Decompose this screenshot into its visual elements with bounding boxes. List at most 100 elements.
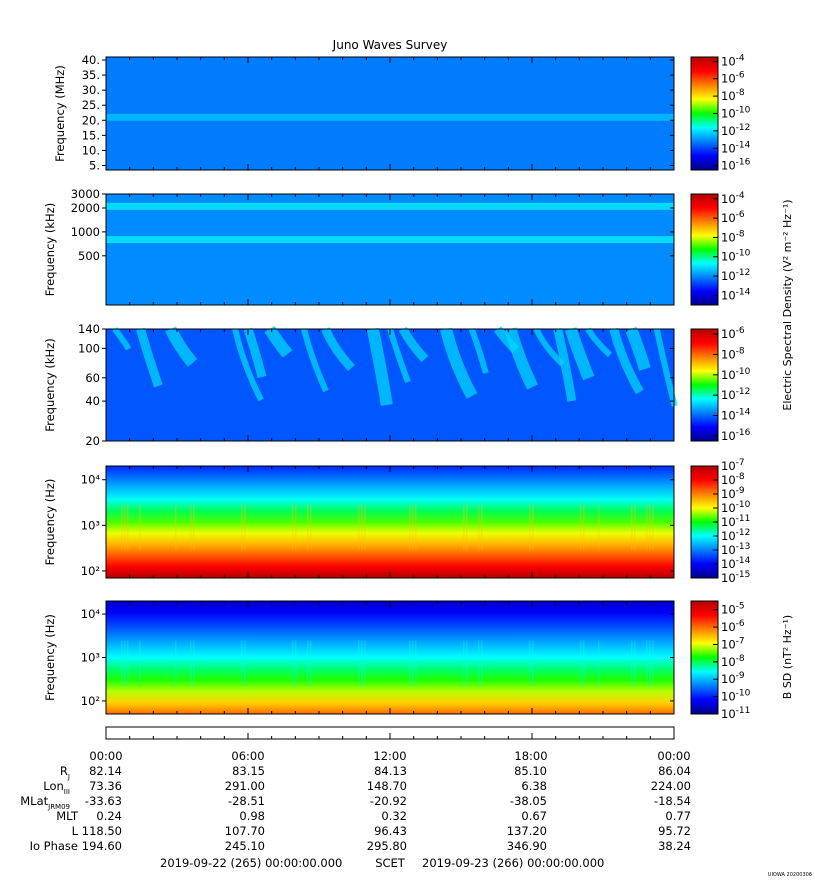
ephemeris-row-label: RJ bbox=[60, 764, 70, 781]
heatmap-streak bbox=[652, 640, 654, 686]
ephemeris-value: -38.05 bbox=[510, 794, 547, 808]
colorbar-tick-label: 10-10 bbox=[721, 106, 751, 121]
emission-streak bbox=[243, 327, 267, 379]
heatmap-streak bbox=[598, 640, 600, 686]
heatmap-streak bbox=[532, 505, 534, 550]
colorbar-tick-label: 10-15 bbox=[721, 570, 750, 585]
heatmap-streak bbox=[244, 505, 246, 550]
y-tick-label: 10⁴ bbox=[81, 607, 101, 621]
y-tick-label: 1000 bbox=[71, 225, 100, 239]
y-tick-label: 10² bbox=[81, 694, 100, 708]
colorbar-tick-label: 10-6 bbox=[721, 71, 745, 86]
y-axis-label: Frequency (kHz) bbox=[43, 338, 57, 431]
end-time-label: 2019-09-23 (266) 00:00:00.000 bbox=[422, 856, 604, 870]
ephemeris-value: 346.90 bbox=[507, 839, 547, 853]
heatmap-streak bbox=[649, 505, 651, 550]
emission-streak bbox=[366, 327, 393, 406]
ephemeris-value: 194.60 bbox=[82, 839, 122, 853]
colorbar-tick-label: 10-14 bbox=[721, 287, 751, 302]
heatmap-streak bbox=[529, 505, 531, 550]
heatmap-streak bbox=[649, 640, 651, 686]
heatmap-streak bbox=[583, 640, 585, 686]
y-tick-label: 15. bbox=[82, 128, 100, 142]
ephemeris-value: 86.04 bbox=[658, 764, 691, 778]
ephemeris-row-label: L bbox=[72, 824, 79, 838]
ephemeris-value: -28.51 bbox=[228, 794, 265, 808]
spectrogram-panels: 40.35.30.25.20.15.10.5. Frequency (MHz) 10… bbox=[43, 53, 751, 721]
emission-streak bbox=[387, 328, 411, 384]
heatmap-streak bbox=[241, 640, 243, 686]
ephemeris-value: -33.63 bbox=[85, 794, 122, 808]
colorbar-tick-label: 10-7 bbox=[721, 636, 745, 651]
heatmap-fill bbox=[106, 329, 674, 441]
emission-band bbox=[106, 202, 674, 210]
ephemeris-value: -20.92 bbox=[370, 794, 407, 808]
colorbar-tick-label: 10-6 bbox=[721, 210, 745, 225]
emission-streak bbox=[609, 327, 644, 395]
colorbar bbox=[690, 193, 719, 306]
y-tick-label: 500 bbox=[78, 249, 100, 263]
heatmap-streak bbox=[175, 640, 177, 686]
emission-streak bbox=[468, 327, 489, 374]
colorbar-tick-label: 10-9 bbox=[721, 486, 745, 501]
heatmap-streak bbox=[409, 640, 411, 686]
y-axis-label: Frequency (MHz) bbox=[53, 65, 67, 162]
y-tick-label: 35. bbox=[82, 68, 100, 82]
heatmap-streak bbox=[634, 505, 636, 550]
emission-streak bbox=[112, 327, 132, 351]
heatmap-fill bbox=[106, 57, 674, 170]
emission-streak bbox=[136, 327, 163, 388]
heatmap-streak bbox=[358, 505, 360, 550]
spectrogram-panel-5: 10⁴ 10³ 10² Frequency (Hz) 10-5 10-6 10-7 10-8 1… bbox=[43, 600, 751, 721]
heatmap-streak bbox=[466, 640, 468, 686]
emission-streak bbox=[440, 327, 478, 399]
time-label: 12:00 bbox=[373, 749, 406, 763]
y-tick-label: 40 bbox=[85, 394, 100, 408]
heatmap-streak bbox=[364, 505, 366, 550]
time-label: 00:00 bbox=[657, 749, 690, 763]
ephemeris-value: 38.24 bbox=[658, 839, 691, 853]
heatmap-streak bbox=[307, 640, 309, 686]
y-tick-label: 2000 bbox=[71, 201, 100, 215]
colorbar-tick-label: 10-13 bbox=[721, 542, 750, 557]
y-axis-label: Frequency (kHz) bbox=[43, 203, 57, 296]
colorbar-tick-label: 10-10 bbox=[721, 249, 751, 264]
emission-band bbox=[106, 236, 674, 244]
ephemeris-table: 00:00 06:00 12:00 18:00 00:00 RJ 82.14 83.15 84.… bbox=[20, 726, 691, 870]
heatmap-streak bbox=[190, 640, 192, 686]
emission-streak bbox=[301, 328, 329, 393]
emission-streak bbox=[585, 327, 612, 358]
heatmap-fill bbox=[106, 194, 674, 305]
heatmap-streak bbox=[631, 640, 633, 686]
heatmap-fill bbox=[106, 601, 674, 714]
heatmap-streak bbox=[124, 640, 126, 686]
colorbar-tick-label: 10-14 bbox=[721, 408, 751, 423]
ephemeris-value: 224.00 bbox=[651, 779, 691, 793]
colorbar-tick-label: 10-12 bbox=[721, 268, 750, 283]
heatmap-streak bbox=[307, 505, 309, 550]
ephemeris-value: 245.10 bbox=[225, 839, 265, 853]
colorbar-tick-label: 10-10 bbox=[721, 367, 751, 382]
heatmap-streak bbox=[529, 640, 531, 686]
heatmap-streak bbox=[175, 505, 177, 550]
colorbar-tick-label: 10-8 bbox=[721, 88, 745, 103]
ephemeris-value: 85.10 bbox=[514, 764, 547, 778]
ephemeris-value: 137.20 bbox=[507, 824, 547, 838]
heatmap-streak bbox=[292, 505, 294, 550]
y-tick-label: 10⁴ bbox=[81, 473, 101, 487]
ephemeris-value: 0.98 bbox=[239, 809, 265, 823]
heatmap-streak bbox=[652, 505, 654, 550]
heatmap-streak bbox=[415, 640, 417, 686]
ephemeris-value: 95.72 bbox=[658, 824, 691, 838]
heatmap-streak bbox=[121, 505, 123, 550]
emission-streak bbox=[625, 326, 651, 371]
heatmap-streak bbox=[583, 505, 585, 550]
chart-title: Juno Waves Survey bbox=[332, 38, 448, 52]
heatmap-streak bbox=[532, 640, 534, 686]
heatmap-streak bbox=[631, 505, 633, 550]
y-tick-label: 140 bbox=[78, 322, 100, 336]
spectrogram-panel-4: 10⁴ 10³ 10² Frequency (Hz) 10-710-810-910-10… bbox=[43, 458, 751, 585]
ephemeris-row-label: MLatJRM09 bbox=[20, 794, 70, 811]
ephemeris-axis bbox=[105, 726, 675, 740]
colorbar-tick-label: 10-14 bbox=[721, 556, 751, 571]
